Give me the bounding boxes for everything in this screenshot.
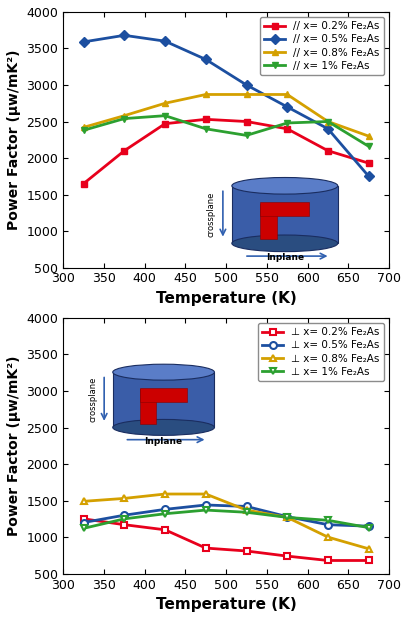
Y-axis label: Power Factor (μw/mK²): Power Factor (μw/mK²): [7, 50, 21, 230]
X-axis label: Temperature (K): Temperature (K): [156, 291, 297, 306]
Legend: ⊥ x= 0.2% Fe₂As, ⊥ x= 0.5% Fe₂As, ⊥ x= 0.8% Fe₂As, ⊥ x= 1% Fe₂As: ⊥ x= 0.2% Fe₂As, ⊥ x= 0.5% Fe₂As, ⊥ x= 0…: [258, 323, 384, 381]
Y-axis label: Power Factor (μw/mK²): Power Factor (μw/mK²): [7, 355, 21, 536]
Legend: // x= 0.2% Fe₂As, // x= 0.5% Fe₂As, // x= 0.8% Fe₂As, // x= 1% Fe₂As: // x= 0.2% Fe₂As, // x= 0.5% Fe₂As, // x…: [260, 17, 384, 75]
X-axis label: Temperature (K): Temperature (K): [156, 597, 297, 612]
